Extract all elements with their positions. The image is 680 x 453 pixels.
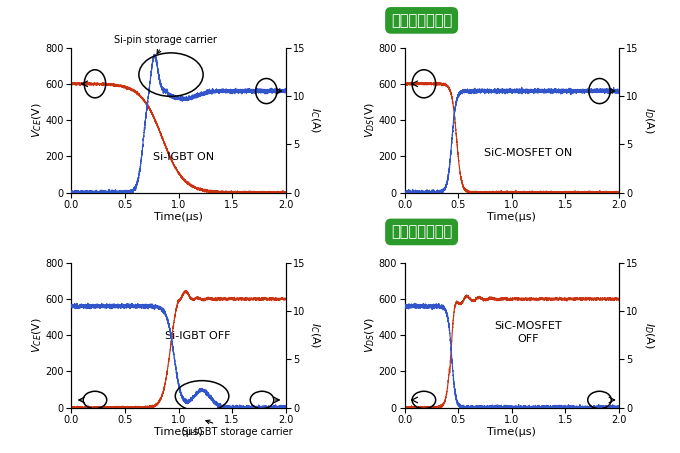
Y-axis label: $V_{DS}$(V): $V_{DS}$(V) — [364, 102, 377, 138]
Y-axis label: $V_{CE}$(V): $V_{CE}$(V) — [31, 318, 44, 353]
Y-axis label: $V_{DS}$(V): $V_{DS}$(V) — [364, 317, 377, 353]
Y-axis label: $I_C$(A): $I_C$(A) — [309, 107, 322, 133]
Y-axis label: $V_{CE}$(V): $V_{CE}$(V) — [31, 102, 44, 138]
X-axis label: Time(μs): Time(μs) — [154, 212, 203, 222]
Y-axis label: $I_D$(A): $I_D$(A) — [642, 322, 656, 349]
Text: SiC-MOSFET ON: SiC-MOSFET ON — [483, 148, 572, 158]
Y-axis label: $I_C$(A): $I_C$(A) — [309, 322, 322, 348]
Text: Si-pin storage carrier: Si-pin storage carrier — [114, 35, 217, 54]
Text: Si-IGBT storage carrier: Si-IGBT storage carrier — [182, 420, 292, 437]
Text: Si-IGBT OFF: Si-IGBT OFF — [165, 331, 231, 341]
X-axis label: Time(μs): Time(μs) — [488, 212, 536, 222]
Text: Si-IGBT ON: Si-IGBT ON — [153, 152, 214, 162]
Text: ターンオン作業: ターンオン作業 — [391, 13, 452, 28]
Text: ターンオフ作業: ターンオフ作業 — [391, 224, 452, 240]
Y-axis label: $I_D$(A): $I_D$(A) — [642, 106, 656, 134]
X-axis label: Time(μs): Time(μs) — [154, 427, 203, 437]
Text: SiC-MOSFET
OFF: SiC-MOSFET OFF — [494, 321, 562, 344]
X-axis label: Time(μs): Time(μs) — [488, 427, 536, 437]
